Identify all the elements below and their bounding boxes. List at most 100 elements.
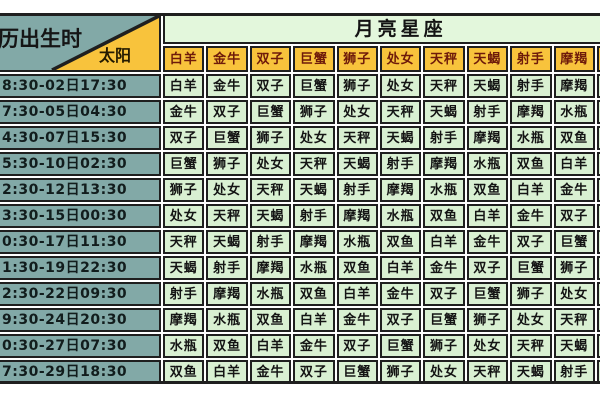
moon-sign-cell: 狮子 (293, 100, 335, 124)
moon-sign-cell: 处女 (553, 282, 595, 306)
moon-sign-cell: 巨蟹 (423, 308, 465, 332)
moon-sign-cell: 天蝎 (510, 360, 552, 384)
moon-sign-cell: 双子 (336, 334, 378, 358)
moon-sign-cell: 射手 (510, 74, 552, 98)
sun-sign-column-header: 白羊 (163, 46, 205, 72)
sun-sign-column-header: 双子 (249, 46, 292, 72)
moon-sign-cell: 白羊 (206, 360, 248, 384)
moon-sign-cell: 白羊 (510, 178, 552, 202)
moon-sign-cell: 水瓶 (510, 126, 552, 150)
moon-sign-cell: 天秤 (336, 126, 378, 150)
birth-time-cell: 2:30-22日09:30 (0, 282, 161, 306)
moon-sign-cell: 狮子 (423, 334, 465, 358)
moon-sign-cell: 金牛 (206, 74, 248, 98)
birth-time-cell: 3:30-15日00:30 (0, 204, 161, 228)
moon-sign-cell: 狮子 (379, 360, 422, 384)
moon-sign-cell: 双鱼 (336, 256, 378, 280)
moon-sign-cell: 射手 (423, 126, 465, 150)
moon-sign-cell: 白羊 (423, 230, 465, 254)
moon-sign-cell: 巨蟹 (553, 230, 595, 254)
moon-sign-cell: 水瓶 (293, 256, 335, 280)
moon-sign-cell: 巨蟹 (379, 334, 422, 358)
moon-sign-cell: 金牛 (466, 230, 509, 254)
moon-sign-cell: 天蝎 (163, 256, 205, 280)
clipped-moon-sign-cell (596, 256, 600, 280)
clipped-column-header (596, 46, 600, 72)
birth-time-cell: 1:30-19日22:30 (0, 256, 161, 280)
clipped-moon-sign-cell (596, 230, 600, 254)
birth-time-cell: 7:30-29日18:30 (0, 360, 161, 384)
moon-sign-cell: 双子 (206, 100, 248, 124)
moon-sign-cell: 射手 (466, 100, 509, 124)
moon-sign-cell: 狮子 (510, 282, 552, 306)
moon-sign-cell: 天秤 (249, 178, 292, 202)
sun-sign-column-header: 天秤 (423, 46, 465, 72)
moon-sign-cell: 白羊 (249, 334, 292, 358)
moon-sign-cell: 金牛 (379, 282, 422, 306)
birth-time-cell: 2:30-12日13:30 (0, 178, 161, 202)
clipped-moon-sign-cell (596, 100, 600, 124)
moon-sign-cell: 天秤 (553, 308, 595, 332)
sun-sign-column-header: 狮子 (336, 46, 378, 72)
moon-sign-cell: 水瓶 (553, 100, 595, 124)
moon-sign-cell: 水瓶 (249, 282, 292, 306)
moon-sign-cell: 处女 (379, 74, 422, 98)
moon-sign-cell: 天蝎 (336, 152, 378, 176)
moon-sign-cell: 金牛 (249, 360, 292, 384)
moon-sign-cell: 天秤 (423, 74, 465, 98)
moon-sign-cell: 狮子 (466, 308, 509, 332)
moon-sign-cell: 射手 (163, 282, 205, 306)
moon-sign-cell: 天蝎 (553, 334, 595, 358)
moon-sign-cell: 双子 (466, 256, 509, 280)
moon-sign-cell: 摩羯 (206, 282, 248, 306)
moon-sign-cell: 白羊 (379, 256, 422, 280)
table-outer-border-top (0, 13, 600, 16)
moon-sign-cell: 水瓶 (423, 178, 465, 202)
moon-sign-cell: 双鱼 (510, 152, 552, 176)
moon-sign-cell: 双鱼 (379, 230, 422, 254)
moon-sign-cell: 白羊 (553, 152, 595, 176)
moon-sign-cell: 天秤 (163, 230, 205, 254)
birth-time-cell: 9:30-24日20:30 (0, 308, 161, 332)
moon-sign-cell: 巨蟹 (163, 152, 205, 176)
moon-sign-cell: 天蝎 (293, 178, 335, 202)
moon-sign-cell: 双鱼 (466, 178, 509, 202)
moon-sign-cell: 金牛 (423, 256, 465, 280)
moon-sign-cell: 天蝎 (379, 126, 422, 150)
moon-sign-cell: 摩羯 (249, 256, 292, 280)
moon-sign-cell: 双子 (423, 282, 465, 306)
moon-sign-cell: 天秤 (379, 100, 422, 124)
moon-sign-cell: 白羊 (163, 74, 205, 98)
zodiac-table: 历出生时 太阳 月亮星座 白羊 金牛 双子 巨蟹 狮子 处女 天秤 天蝎 射手 摩羯 8:30-02… (0, 14, 600, 384)
moon-sign-cell: 摩羯 (163, 308, 205, 332)
moon-sign-cell: 射手 (206, 256, 248, 280)
moon-sign-cell: 天蝎 (466, 74, 509, 98)
moon-sign-cell: 水瓶 (336, 230, 378, 254)
moon-sign-cell: 射手 (249, 230, 292, 254)
moon-sign-cell: 巨蟹 (206, 126, 248, 150)
moon-sign-cell: 狮子 (206, 152, 248, 176)
birth-time-cell: 4:30-07日15:30 (0, 126, 161, 150)
moon-sign-cell: 天蝎 (423, 100, 465, 124)
corner-header-cell: 历出生时 太阳 (0, 14, 161, 72)
moon-sign-cell: 水瓶 (163, 334, 205, 358)
clipped-moon-sign-cell (596, 74, 600, 98)
moon-sign-cell: 天蝎 (206, 230, 248, 254)
moon-sign-cell: 双子 (553, 204, 595, 228)
moon-sign-cell: 射手 (293, 204, 335, 228)
moon-sign-cell: 水瓶 (379, 204, 422, 228)
moon-sign-cell: 摩羯 (336, 204, 378, 228)
sun-axis-label: 太阳 (99, 46, 132, 65)
moon-sign-cell: 双子 (379, 308, 422, 332)
moon-sign-cell: 处女 (336, 100, 378, 124)
birth-time-cell: 7:30-05日04:30 (0, 100, 161, 124)
moon-sign-cell: 白羊 (293, 308, 335, 332)
clipped-moon-sign-cell (596, 334, 600, 358)
moon-sign-cell: 天秤 (293, 152, 335, 176)
clipped-moon-sign-cell (596, 282, 600, 306)
moon-sign-title: 月亮星座 (163, 14, 600, 44)
moon-sign-cell: 双鱼 (293, 282, 335, 306)
sun-sign-column-header: 射手 (510, 46, 552, 72)
moon-sign-cell: 处女 (249, 152, 292, 176)
